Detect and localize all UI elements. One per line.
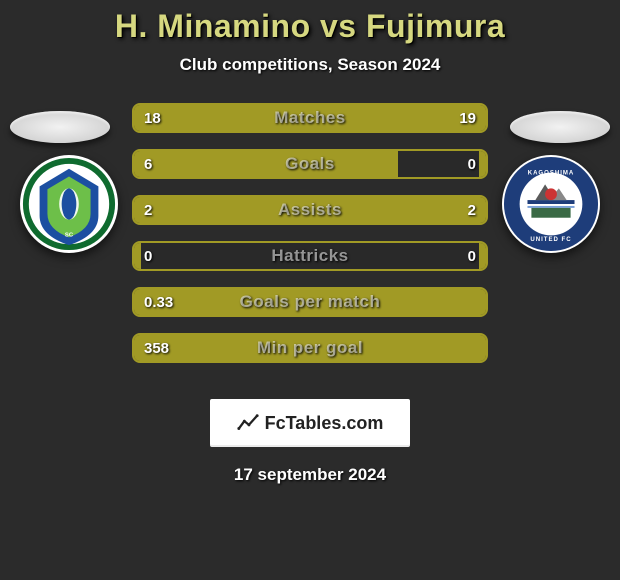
page-title: H. Minamino vs Fujimura	[0, 8, 620, 45]
value-right	[466, 335, 486, 361]
value-right	[466, 289, 486, 315]
comparison-row: Hattricks0 0	[132, 241, 488, 271]
svg-text:SC: SC	[65, 232, 74, 238]
value-left: 0	[134, 243, 162, 269]
comparison-row: Assists2 2	[132, 195, 488, 225]
row-label: Hattricks	[134, 243, 486, 269]
comparison-row: Goals6 0	[132, 149, 488, 179]
value-left: 358	[134, 335, 179, 361]
value-right: 19	[449, 105, 486, 131]
value-right: 0	[458, 243, 486, 269]
snapshot-date: 17 september 2024	[0, 465, 620, 485]
row-label: Matches	[134, 105, 486, 131]
player-silhouette-left	[10, 111, 110, 143]
chart-line-icon	[237, 412, 259, 434]
chart-area: SC KAGOSHIMA UNITED FC Matches18 19 Goals6…	[0, 103, 620, 383]
club-badge-left: SC	[20, 155, 118, 253]
value-left: 18	[134, 105, 171, 131]
club-crest-left-icon: SC	[20, 155, 118, 253]
comparison-rows: Matches1819Goals60Assists22Hattricks00Go…	[132, 103, 488, 379]
value-left: 6	[134, 151, 162, 177]
comparison-infographic: H. Minamino vs Fujimura Club competition…	[0, 0, 620, 580]
row-label: Goals per match	[134, 289, 486, 315]
comparison-row: Matches18 19	[132, 103, 488, 133]
player-silhouette-right	[510, 111, 610, 143]
subtitle: Club competitions, Season 2024	[0, 55, 620, 75]
value-left: 2	[134, 197, 162, 223]
source-logo-text: FcTables.com	[265, 413, 384, 434]
row-label: Assists	[134, 197, 486, 223]
svg-text:KAGOSHIMA: KAGOSHIMA	[528, 171, 575, 177]
row-label: Min per goal	[134, 335, 486, 361]
comparison-row: Min per goal358	[132, 333, 488, 363]
club-crest-right-icon: KAGOSHIMA UNITED FC	[502, 155, 600, 253]
row-label: Goals	[134, 151, 486, 177]
svg-text:UNITED FC: UNITED FC	[530, 237, 571, 243]
comparison-row: Goals per match0.33	[132, 287, 488, 317]
club-badge-right: KAGOSHIMA UNITED FC	[502, 155, 600, 253]
value-right: 0	[458, 151, 486, 177]
value-right: 2	[458, 197, 486, 223]
source-logo: FcTables.com	[210, 399, 410, 447]
value-left: 0.33	[134, 289, 183, 315]
